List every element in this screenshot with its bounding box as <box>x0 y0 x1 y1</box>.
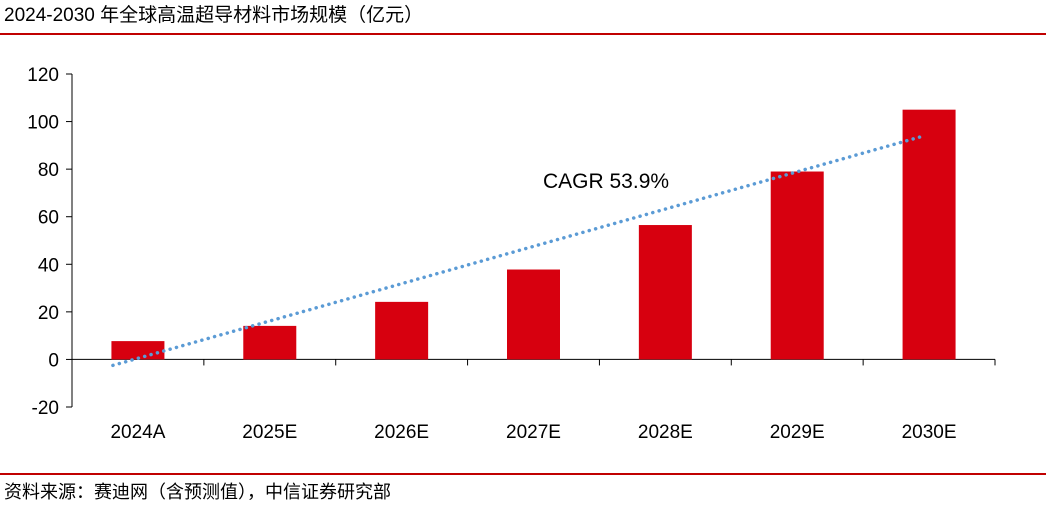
x-tick-label: 2027E <box>506 422 561 443</box>
bar-series <box>111 109 956 360</box>
trend-line-path <box>111 134 926 368</box>
source-note: 资料来源：赛迪网（含预测值），中信证券研究部 <box>4 482 391 502</box>
x-tick-label: 2025E <box>242 422 297 443</box>
y-tick-label: 100 <box>27 113 59 134</box>
title-divider <box>0 33 1046 35</box>
bar <box>902 109 956 360</box>
y-tick-label: 80 <box>38 160 59 181</box>
y-tick-label: 120 <box>27 65 59 86</box>
x-tick-label: 2029E <box>770 422 825 443</box>
y-tick-label: 60 <box>38 208 59 229</box>
x-tick-label: 2026E <box>374 422 429 443</box>
bar <box>638 225 692 360</box>
y-tick-label: 40 <box>38 255 59 276</box>
x-axis: 2024A 2025E 2026E 2027E 2028E 2029E 2030E <box>71 358 996 443</box>
y-axis: -20 0 20 40 60 80 100 120 <box>27 65 73 419</box>
bar <box>375 301 429 360</box>
bar <box>243 325 297 360</box>
bar <box>770 171 824 360</box>
chart-title: 2024-2030 年全球高温超导材料市场规模（亿元） <box>4 5 424 26</box>
x-tick-label: 2028E <box>638 422 693 443</box>
source-divider <box>0 473 1046 475</box>
x-tick-label: 2024A <box>110 422 165 443</box>
y-tick-label: 20 <box>38 303 59 324</box>
trend-line <box>111 134 926 368</box>
cagr-annotation: CAGR 53.9% <box>543 170 669 193</box>
x-tick-label: 2030E <box>902 422 957 443</box>
bar <box>507 269 560 360</box>
y-tick-label: -20 <box>32 398 59 419</box>
y-tick-label: 0 <box>48 350 59 371</box>
